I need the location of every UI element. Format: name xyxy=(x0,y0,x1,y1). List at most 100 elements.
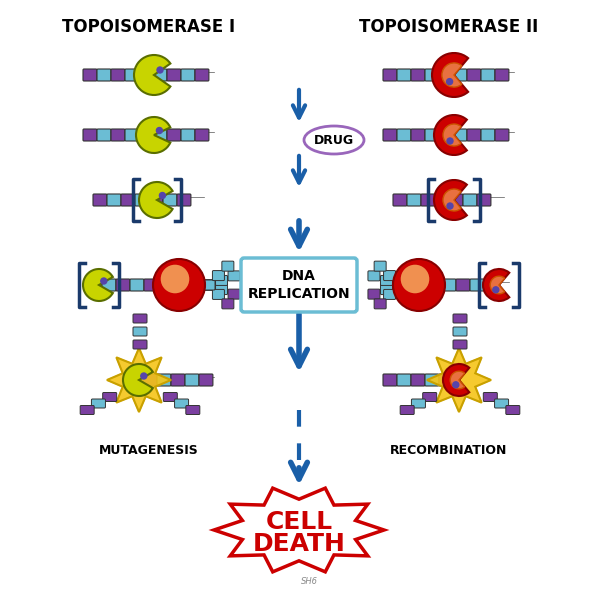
FancyBboxPatch shape xyxy=(195,129,209,141)
FancyBboxPatch shape xyxy=(80,406,94,415)
Wedge shape xyxy=(123,364,153,396)
Circle shape xyxy=(157,127,163,133)
FancyBboxPatch shape xyxy=(153,69,167,81)
FancyBboxPatch shape xyxy=(91,399,105,408)
FancyBboxPatch shape xyxy=(383,374,397,386)
Text: RECOMBINATION: RECOMBINATION xyxy=(390,443,508,457)
Circle shape xyxy=(153,259,205,311)
FancyBboxPatch shape xyxy=(111,129,125,141)
Text: TOPOISOMERASE II: TOPOISOMERASE II xyxy=(359,18,539,36)
Text: CELL: CELL xyxy=(266,510,332,534)
FancyBboxPatch shape xyxy=(130,279,144,291)
FancyBboxPatch shape xyxy=(143,374,157,386)
Wedge shape xyxy=(443,124,461,146)
Circle shape xyxy=(141,373,147,379)
FancyBboxPatch shape xyxy=(411,69,425,81)
FancyBboxPatch shape xyxy=(449,194,463,206)
FancyBboxPatch shape xyxy=(383,289,395,299)
FancyBboxPatch shape xyxy=(423,392,437,401)
Text: DNA
REPLICATION: DNA REPLICATION xyxy=(248,269,350,301)
FancyBboxPatch shape xyxy=(107,194,121,206)
Wedge shape xyxy=(443,189,461,211)
Wedge shape xyxy=(134,55,170,95)
FancyBboxPatch shape xyxy=(163,194,177,206)
Circle shape xyxy=(447,138,453,144)
FancyBboxPatch shape xyxy=(203,280,215,290)
FancyBboxPatch shape xyxy=(407,194,421,206)
FancyBboxPatch shape xyxy=(411,374,425,386)
Text: MUTAGENESIS: MUTAGENESIS xyxy=(99,443,199,457)
FancyBboxPatch shape xyxy=(133,340,147,349)
FancyBboxPatch shape xyxy=(393,280,405,290)
FancyBboxPatch shape xyxy=(203,280,215,290)
Text: SH6: SH6 xyxy=(301,577,318,587)
FancyBboxPatch shape xyxy=(144,279,158,291)
Ellipse shape xyxy=(304,126,364,154)
FancyBboxPatch shape xyxy=(241,258,357,312)
FancyBboxPatch shape xyxy=(463,194,477,206)
FancyBboxPatch shape xyxy=(383,69,397,81)
FancyBboxPatch shape xyxy=(439,129,453,141)
FancyBboxPatch shape xyxy=(186,406,200,415)
FancyBboxPatch shape xyxy=(383,129,397,141)
Wedge shape xyxy=(483,269,509,301)
Wedge shape xyxy=(450,371,465,389)
FancyBboxPatch shape xyxy=(97,129,111,141)
Wedge shape xyxy=(434,115,467,155)
FancyBboxPatch shape xyxy=(135,194,149,206)
Wedge shape xyxy=(490,276,505,294)
FancyBboxPatch shape xyxy=(199,374,213,386)
FancyBboxPatch shape xyxy=(116,279,130,291)
FancyBboxPatch shape xyxy=(215,284,227,295)
FancyBboxPatch shape xyxy=(121,194,135,206)
FancyBboxPatch shape xyxy=(181,129,195,141)
FancyBboxPatch shape xyxy=(139,129,153,141)
Text: DRUG: DRUG xyxy=(314,133,354,146)
Wedge shape xyxy=(136,117,170,153)
FancyBboxPatch shape xyxy=(439,374,453,386)
FancyBboxPatch shape xyxy=(442,279,456,291)
FancyBboxPatch shape xyxy=(111,69,125,81)
FancyBboxPatch shape xyxy=(167,69,181,81)
FancyBboxPatch shape xyxy=(467,129,481,141)
FancyBboxPatch shape xyxy=(456,279,470,291)
FancyBboxPatch shape xyxy=(222,299,234,309)
FancyBboxPatch shape xyxy=(393,280,405,290)
Circle shape xyxy=(161,265,190,293)
Circle shape xyxy=(447,203,453,209)
FancyBboxPatch shape xyxy=(102,279,116,291)
Text: TOPOISOMERASE I: TOPOISOMERASE I xyxy=(62,18,236,36)
Circle shape xyxy=(101,278,107,284)
FancyBboxPatch shape xyxy=(467,69,481,81)
Wedge shape xyxy=(442,63,462,87)
Wedge shape xyxy=(432,53,468,97)
FancyBboxPatch shape xyxy=(125,129,139,141)
Polygon shape xyxy=(214,488,384,572)
FancyBboxPatch shape xyxy=(212,271,224,281)
FancyBboxPatch shape xyxy=(139,69,153,81)
FancyBboxPatch shape xyxy=(163,392,178,401)
FancyBboxPatch shape xyxy=(133,314,147,323)
Circle shape xyxy=(160,193,166,199)
Circle shape xyxy=(401,265,429,293)
FancyBboxPatch shape xyxy=(484,279,498,291)
FancyBboxPatch shape xyxy=(397,374,411,386)
FancyBboxPatch shape xyxy=(453,69,467,81)
FancyBboxPatch shape xyxy=(453,314,467,323)
FancyBboxPatch shape xyxy=(421,194,435,206)
FancyBboxPatch shape xyxy=(439,69,453,81)
FancyBboxPatch shape xyxy=(495,129,509,141)
FancyBboxPatch shape xyxy=(83,129,97,141)
Circle shape xyxy=(493,287,499,293)
FancyBboxPatch shape xyxy=(481,129,495,141)
Circle shape xyxy=(447,79,453,85)
FancyBboxPatch shape xyxy=(411,399,425,408)
FancyBboxPatch shape xyxy=(149,194,163,206)
FancyBboxPatch shape xyxy=(212,289,224,299)
FancyBboxPatch shape xyxy=(397,69,411,81)
FancyBboxPatch shape xyxy=(228,271,240,281)
FancyBboxPatch shape xyxy=(393,194,407,206)
FancyBboxPatch shape xyxy=(103,392,117,401)
FancyBboxPatch shape xyxy=(171,374,185,386)
FancyBboxPatch shape xyxy=(167,129,181,141)
